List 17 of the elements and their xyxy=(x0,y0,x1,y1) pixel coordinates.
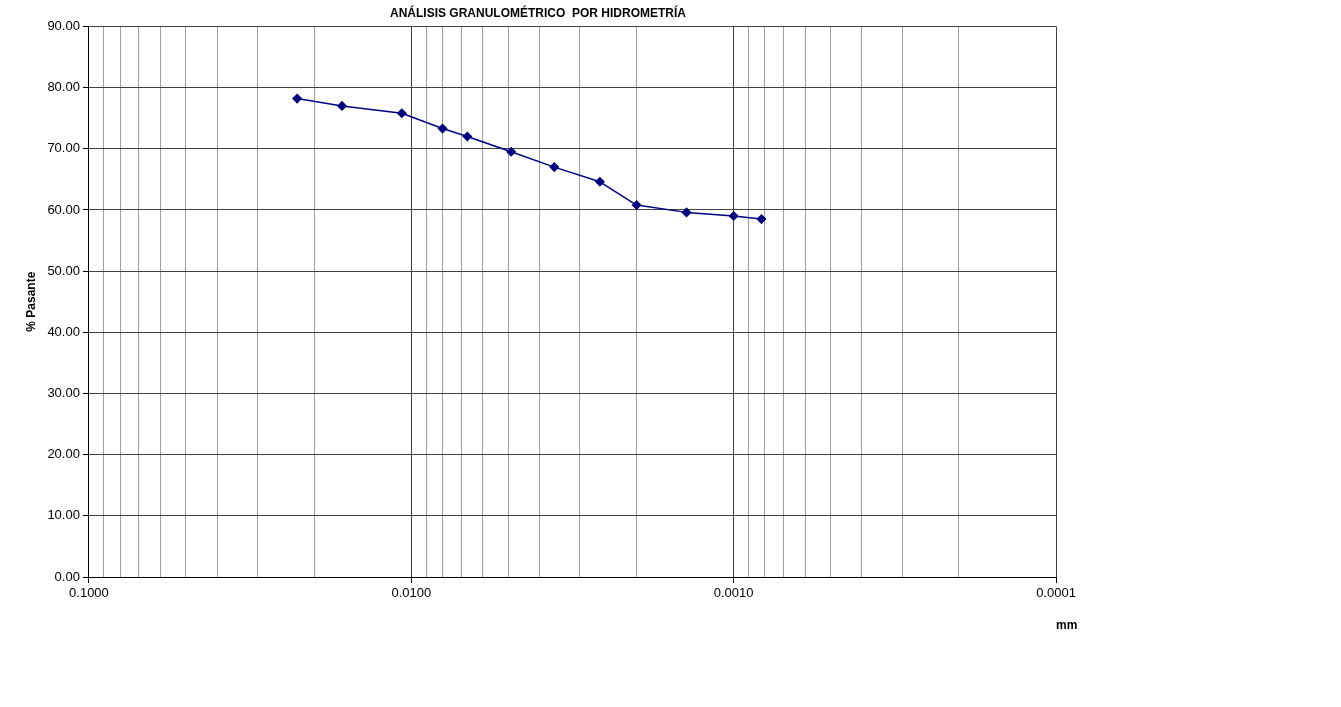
y-tick-label: 10.00 xyxy=(47,507,80,523)
x-tick-label: 0.1000 xyxy=(69,585,109,601)
x-tick-label: 0.0010 xyxy=(713,585,754,601)
x-tick-label: 0.0001 xyxy=(1036,585,1076,601)
y-tick-label: 70.00 xyxy=(47,140,80,156)
y-tick-label: 20.00 xyxy=(47,446,80,462)
y-tick-label: 30.00 xyxy=(47,385,80,401)
y-tick-label: 80.00 xyxy=(47,79,80,95)
y-axis-title: % Pasante xyxy=(23,271,38,332)
y-tick-label: 60.00 xyxy=(47,201,80,217)
x-axis-title: mm xyxy=(1056,618,1078,633)
y-tick-label: 90.00 xyxy=(47,17,80,33)
y-tick-label: 50.00 xyxy=(47,262,80,278)
chart-title: ANÁLISIS GRANULOMÉTRICO POR HIDROMETRÍA xyxy=(390,4,687,20)
y-tick-label: 40.00 xyxy=(47,323,80,339)
y-tick-label: 0.00 xyxy=(54,568,80,584)
x-tick-label: 0.0100 xyxy=(391,585,432,601)
